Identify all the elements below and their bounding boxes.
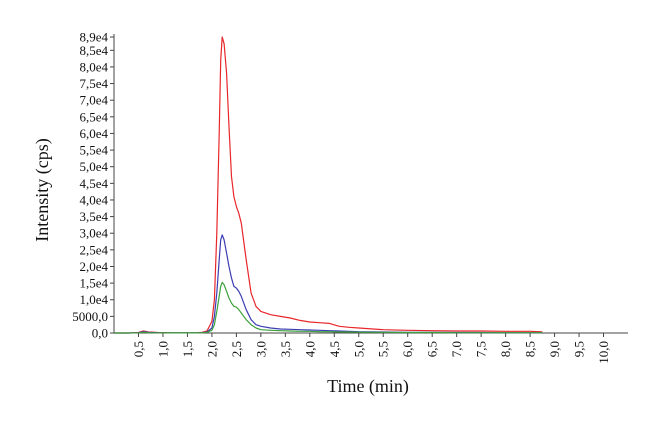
y-tick-label: 1,0e4	[79, 292, 108, 307]
x-tick-label: 9,0	[547, 341, 562, 357]
x-tick-label: 2,0	[204, 341, 219, 357]
y-tick-label: 2,0e4	[79, 259, 108, 274]
x-tick-label: 8,0	[498, 341, 513, 357]
x-axis-title: Time (min)	[327, 376, 409, 397]
y-tick-label: 1,5e4	[79, 276, 108, 291]
x-tick-label: 5,5	[376, 341, 391, 357]
y-tick-label: 6,0e4	[79, 126, 108, 141]
x-tick-label: 7,0	[449, 341, 464, 357]
y-tick-label: 6,5e4	[79, 109, 108, 124]
y-tick-label: 8,0e4	[79, 59, 108, 74]
y-tick-label: 0,0	[92, 326, 108, 341]
y-tick-label: 4,0e4	[79, 192, 108, 207]
x-tick-label: 2,5	[229, 341, 244, 357]
y-tick-label: 5,5e4	[79, 143, 108, 158]
x-tick-label: 7,5	[474, 341, 489, 357]
y-tick-label: 7,0e4	[79, 93, 108, 108]
x-tick-label: 9,5	[572, 341, 587, 357]
y-tick-label: 3,5e4	[79, 209, 108, 224]
x-ticks: 0,5 1,0 1,5 2,0 2,5 3,0 3,5 4,0 4,5 5,0 5,5 6,0 6,5 7…	[131, 333, 611, 364]
y-tick-label: 2,5e4	[79, 242, 108, 257]
series-line	[114, 36, 543, 334]
x-tick-label: 5,0	[351, 341, 366, 357]
x-tick-label: 0,5	[131, 341, 146, 357]
x-tick-label: 10,0	[596, 341, 611, 364]
y-tick-label: 5,0e4	[79, 159, 108, 174]
y-tick-label: 8,5e4	[79, 43, 108, 58]
x-tick-label: 8,5	[523, 341, 538, 357]
series-line	[114, 234, 543, 334]
x-tick-label: 3,0	[253, 341, 268, 357]
y-tick-label: 8,9e4	[79, 30, 108, 45]
y-axis-title: Intensity (cps)	[32, 138, 53, 241]
x-tick-label: 3,5	[278, 341, 293, 357]
x-tick-label: 1,5	[180, 341, 195, 357]
x-tick-label: 1,0	[155, 341, 170, 357]
x-tick-label: 6,0	[400, 341, 415, 357]
axes	[113, 34, 628, 334]
series-group	[114, 36, 543, 334]
y-tick-label: 5000,0	[72, 309, 108, 324]
y-tick-label: 7,5e4	[79, 76, 108, 91]
y-tick-label: 4,5e4	[79, 176, 108, 191]
x-tick-label: 6,5	[425, 341, 440, 357]
y-tick-label: 3,0e4	[79, 226, 108, 241]
x-tick-label: 4,0	[302, 341, 317, 357]
x-tick-label: 4,5	[327, 341, 342, 357]
series-line	[114, 281, 543, 334]
